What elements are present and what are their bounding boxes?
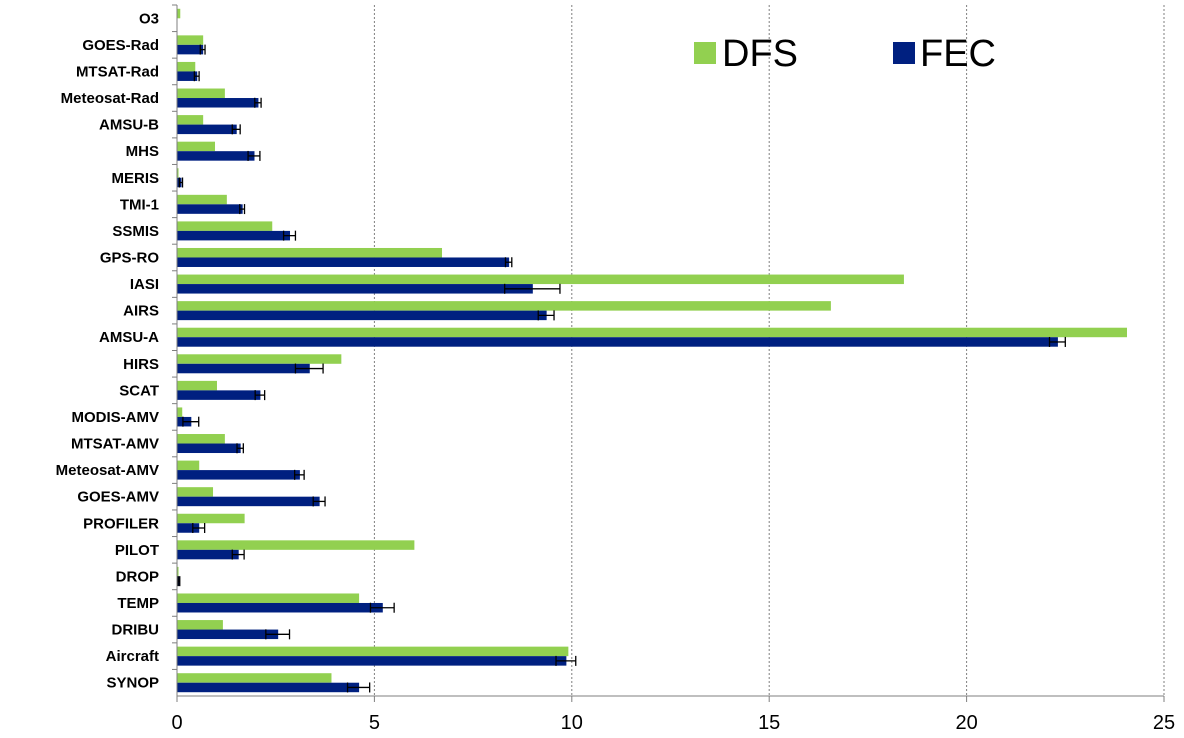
dfs-bar — [177, 354, 342, 364]
dfs-bar — [177, 168, 179, 178]
fec-bar — [177, 44, 204, 55]
legend-swatch-fec — [893, 42, 915, 64]
category-label: MTSAT-AMV — [71, 436, 159, 453]
dfs-bar — [177, 221, 273, 231]
dfs-bar — [177, 61, 196, 72]
category-label: SYNOP — [106, 675, 159, 692]
x-tick-label: 5 — [369, 712, 380, 734]
category-label: PILOT — [115, 542, 159, 559]
category-label: TMI-1 — [120, 196, 159, 213]
dfs-bar — [177, 593, 360, 603]
fec-bar — [177, 443, 241, 454]
category-label: DRIBU — [112, 622, 160, 639]
category-label: MODIS-AMV — [72, 409, 160, 426]
legend-label-dfs: DFS — [722, 33, 798, 75]
fec-bar — [177, 682, 360, 693]
category-label: MTSAT-Rad — [76, 63, 159, 80]
dfs-bar — [177, 194, 227, 205]
fec-bar — [177, 363, 310, 374]
category-label: Meteosat-Rad — [61, 90, 159, 107]
fec-bar — [177, 656, 567, 666]
dfs-bar — [177, 487, 214, 497]
dfs-bar — [177, 673, 332, 683]
legend-swatch-dfs — [694, 42, 716, 64]
dfs-bar — [177, 646, 569, 657]
x-tick-label: 25 — [1153, 712, 1175, 734]
dfs-bar — [177, 141, 216, 152]
dfs-bar — [177, 8, 181, 19]
dfs-bar — [177, 327, 1127, 338]
category-label: AIRS — [123, 303, 159, 320]
category-label: AMSU-B — [99, 117, 159, 134]
fec-bar — [177, 98, 259, 108]
x-tick-label: 20 — [955, 712, 977, 734]
x-tick-label: 15 — [758, 712, 780, 734]
category-label: MERIS — [111, 170, 159, 187]
category-label: PROFILER — [83, 515, 159, 532]
fec-bar — [177, 310, 547, 321]
category-label: GOES-AMV — [77, 489, 159, 506]
dfs-bar — [177, 274, 904, 285]
fec-bar — [177, 151, 255, 161]
fec-bar — [177, 71, 198, 81]
category-label: MHS — [126, 143, 159, 160]
fec-bar — [177, 230, 291, 241]
x-tick-label: 10 — [561, 712, 583, 734]
category-label: TEMP — [117, 595, 159, 612]
fec-bar — [177, 549, 239, 560]
fec-bar — [177, 257, 510, 267]
category-label: GOES-Rad — [82, 37, 159, 54]
category-label: GPS-RO — [100, 249, 160, 266]
dfs-bar — [177, 407, 183, 417]
category-label: IASI — [130, 276, 159, 293]
fec-bar — [177, 124, 237, 135]
dfs-bar — [177, 434, 225, 444]
dfs-bar — [177, 301, 831, 311]
legend-label-fec: FEC — [920, 33, 996, 75]
category-label: SSMIS — [112, 223, 159, 240]
dfs-bar — [177, 88, 225, 99]
fec-bar — [177, 629, 279, 640]
fec-bar — [177, 204, 243, 214]
dfs-bar — [177, 460, 200, 471]
fec-bar — [177, 470, 300, 480]
fec-bar — [177, 496, 320, 507]
category-label: DROP — [116, 568, 159, 585]
category-label: Aircraft — [106, 648, 159, 665]
dfs-bar — [177, 247, 443, 258]
category-label: SCAT — [119, 382, 159, 399]
dfs-bar — [177, 380, 217, 391]
category-label: O3 — [139, 10, 159, 27]
fec-bar — [177, 284, 533, 294]
dfs-bar — [177, 35, 204, 45]
category-label: HIRS — [123, 356, 159, 373]
fec-bar — [177, 337, 1058, 347]
dfs-bar — [177, 540, 415, 550]
fec-bar — [177, 602, 383, 613]
category-label: Meteosat-AMV — [56, 462, 159, 479]
dfs-bar — [177, 620, 223, 630]
category-label: AMSU-A — [99, 329, 159, 346]
fec-bar — [177, 523, 200, 533]
dfs-bar — [177, 513, 245, 524]
fec-bar — [177, 390, 261, 400]
dfs-bar — [177, 566, 179, 577]
dfs-bar — [177, 115, 204, 125]
x-tick-label: 0 — [171, 712, 182, 734]
